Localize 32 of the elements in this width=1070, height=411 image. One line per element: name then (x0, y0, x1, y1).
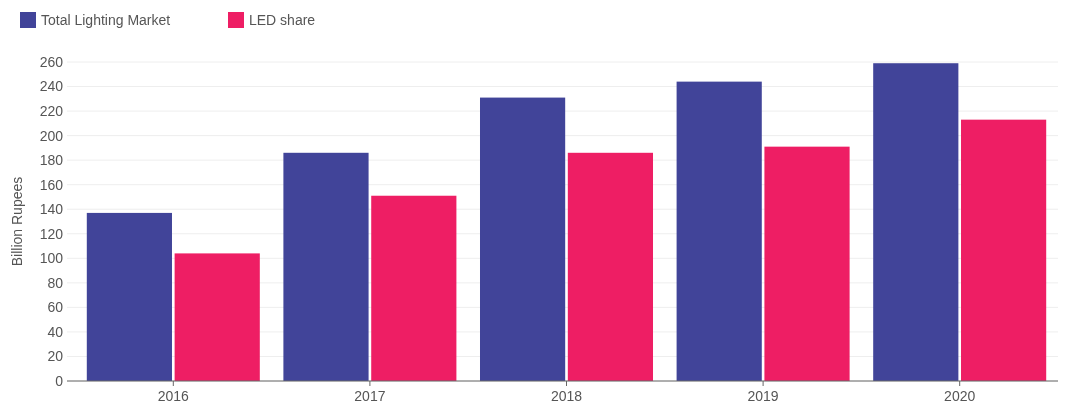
x-tick-label: 2019 (747, 388, 779, 404)
bar (283, 152, 369, 381)
y-tick-label: 80 (47, 274, 64, 291)
y-tick-label: 100 (39, 250, 64, 267)
bar (174, 253, 260, 381)
bar (480, 97, 566, 381)
x-tick-label: 2017 (354, 388, 386, 404)
y-tick-label: 20 (47, 348, 64, 365)
legend-label: LED share (249, 12, 316, 28)
y-tick-label: 160 (39, 176, 64, 193)
y-tick-label: 120 (39, 225, 64, 242)
y-tick-label: 0 (55, 372, 64, 389)
y-tick-label: 260 (39, 53, 64, 70)
y-axis-title: Billion Rupees (9, 176, 25, 267)
bar (676, 81, 762, 381)
bar (873, 63, 959, 381)
bar (764, 146, 850, 381)
y-tick-label: 220 (39, 102, 64, 119)
y-tick-label: 240 (39, 78, 64, 95)
bar (961, 119, 1047, 381)
bar (567, 152, 653, 381)
y-tick-label: 60 (47, 299, 64, 316)
y-tick-label: 200 (39, 127, 64, 144)
y-tick-label: 140 (39, 201, 64, 218)
y-tick-label: 40 (47, 323, 64, 340)
x-tick-label: 2020 (944, 388, 976, 404)
legend-label: Total Lighting Market (41, 12, 171, 28)
y-tick-label: 180 (39, 152, 64, 169)
x-tick-label: 2016 (157, 388, 190, 404)
x-tick-label: 2018 (550, 388, 583, 404)
bar (86, 212, 172, 381)
bar (371, 195, 457, 381)
